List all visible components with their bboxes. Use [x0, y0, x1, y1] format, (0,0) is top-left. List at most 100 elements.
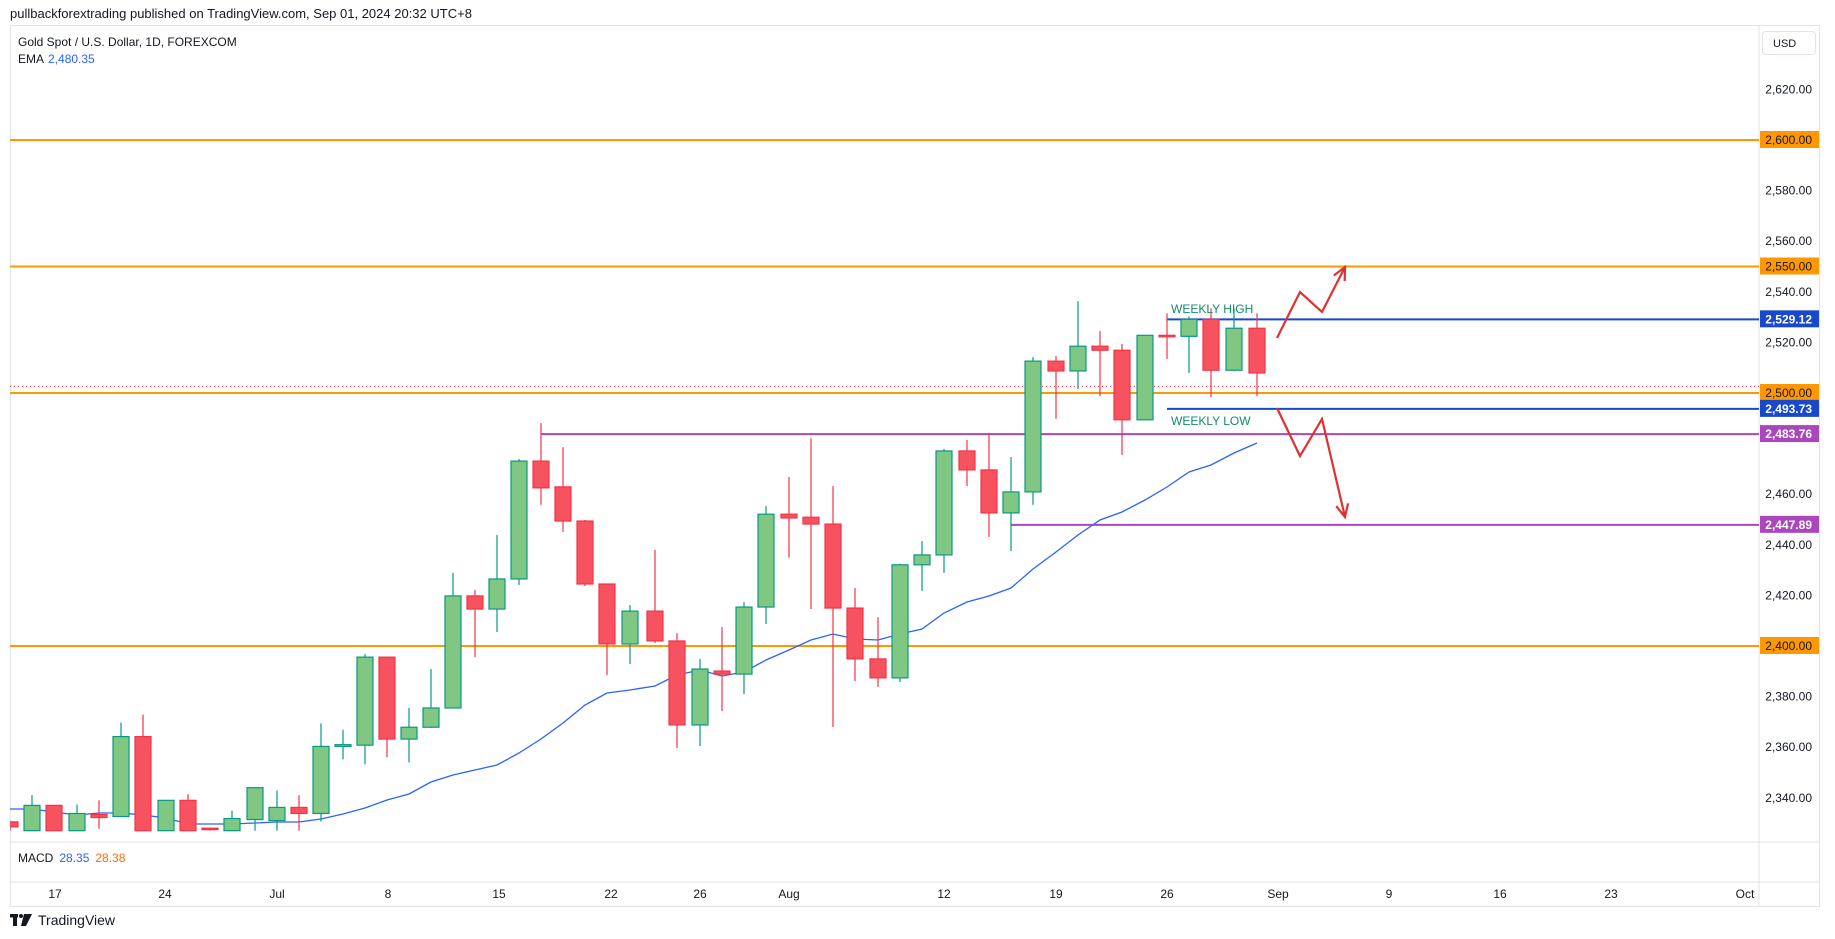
- time-tick-label: 24: [158, 887, 172, 901]
- time-axis[interactable]: 17 24 Jul 8 15 22 26 Aug 12 19 26 Sep 9 16 23 Oct: [48, 887, 1755, 901]
- candle-bearish: [980, 432, 998, 537]
- candle-bearish: [201, 827, 219, 831]
- time-tick-label: 17: [48, 887, 62, 901]
- tradingview-brand[interactable]: TradingView: [38, 912, 116, 928]
- macd-signal-value: 28.38: [95, 851, 126, 865]
- svg-text:2,400.00: 2,400.00: [1765, 639, 1812, 653]
- svg-text:2,600.00: 2,600.00: [1765, 133, 1812, 147]
- candle-bullish: [400, 707, 418, 763]
- time-tick-label: 23: [1604, 887, 1618, 901]
- price-tick-label: 2,360.00: [1765, 740, 1812, 754]
- candle-bullish: [223, 810, 241, 832]
- price-tick-label: 2,620.00: [1765, 82, 1812, 96]
- time-tick-label: Jul: [269, 887, 284, 901]
- candle-bearish: [802, 438, 820, 610]
- candle-bearish: [668, 633, 686, 748]
- candle-bearish: [378, 656, 396, 758]
- candle-bearish: [134, 714, 152, 832]
- horizontal-levels[interactable]: [10, 139, 1759, 647]
- svg-text:2,483.76: 2,483.76: [1765, 427, 1812, 441]
- candle-bearish: [554, 447, 572, 532]
- time-tick-label: 19: [1049, 887, 1063, 901]
- price-tag: 2,483.76: [1760, 425, 1819, 443]
- svg-text:2,493.73: 2,493.73: [1765, 402, 1812, 416]
- time-tick-label: 9: [1386, 887, 1393, 901]
- candle-bearish: [466, 590, 484, 658]
- price-tick-label: 2,520.00: [1765, 335, 1812, 349]
- candle-bullish: [1180, 316, 1198, 374]
- candle-bullish: [1002, 457, 1020, 552]
- ema-polyline: [10, 442, 1258, 825]
- candle-bearish: [846, 588, 864, 682]
- price-tick-label: 2,440.00: [1765, 538, 1812, 552]
- candle-bearish: [1248, 313, 1266, 397]
- candle-bearish: [869, 617, 887, 687]
- time-tick-label: 26: [693, 887, 707, 901]
- candle-bearish: [1158, 313, 1176, 360]
- candle-bearish: [713, 627, 731, 712]
- price-tick-label: 2,340.00: [1765, 791, 1812, 805]
- candle-bearish: [576, 520, 594, 587]
- annotations: WEEKLY HIGH WEEKLY LOW: [1171, 302, 1253, 428]
- macd-value: 28.35: [59, 851, 90, 865]
- candle-bearish: [598, 583, 616, 676]
- ema-legend[interactable]: EMA 2,480.35: [18, 51, 237, 68]
- time-tick-label: Sep: [1267, 887, 1289, 901]
- svg-text:2,550.00: 2,550.00: [1765, 260, 1812, 274]
- bullish-arrow-icon[interactable]: [1276, 264, 1347, 339]
- time-tick-label: 26: [1160, 887, 1174, 901]
- candle-bullish: [621, 605, 639, 664]
- currency-button[interactable]: USD: [1762, 31, 1816, 55]
- footer: TradingView: [10, 912, 115, 928]
- candle-bearish: [1113, 343, 1131, 455]
- svg-text:2,500.00: 2,500.00: [1765, 386, 1812, 400]
- candle-bearish: [45, 804, 63, 832]
- candle-bearish: [90, 800, 108, 829]
- candle-bullish: [268, 790, 286, 831]
- candle-bearish: [958, 440, 976, 487]
- candle-bullish: [891, 563, 909, 682]
- chart-legend: Gold Spot / U.S. Dollar, 1D, FOREXCOM EM…: [18, 34, 237, 68]
- time-tick-label: Oct: [1736, 887, 1755, 901]
- candle-bearish: [646, 549, 664, 643]
- bearish-arrow-icon[interactable]: [1276, 407, 1350, 520]
- weekly-high-label: WEEKLY HIGH: [1171, 302, 1253, 316]
- candle-bullish: [488, 534, 506, 633]
- tradingview-logo-icon: [10, 914, 32, 926]
- time-tick-label: 8: [385, 887, 392, 901]
- published-byline: pullbackforextrading published on Tradin…: [10, 6, 472, 21]
- candle-bearish: [1091, 331, 1109, 397]
- price-tick-label: 2,540.00: [1765, 285, 1812, 299]
- candle-bullish: [157, 799, 175, 832]
- candle-bullish: [422, 669, 440, 728]
- candle-bullish: [68, 804, 86, 832]
- time-tick-label: 22: [604, 887, 618, 901]
- time-tick-label: 12: [937, 887, 951, 901]
- candle-bullish: [1024, 357, 1042, 505]
- price-tag: 2,550.00: [1760, 257, 1819, 275]
- price-tag: 2,500.00: [1760, 384, 1819, 401]
- candle-bullish: [913, 541, 931, 592]
- symbol-title[interactable]: Gold Spot / U.S. Dollar, 1D, FOREXCOM: [18, 35, 237, 49]
- candle-bearish: [532, 423, 550, 505]
- scenario-arrows[interactable]: [1276, 264, 1350, 520]
- weekly-low-label: WEEKLY LOW: [1171, 414, 1251, 428]
- macd-legend[interactable]: MACD 28.35 28.38: [18, 851, 125, 865]
- svg-text:2,529.12: 2,529.12: [1765, 312, 1812, 326]
- svg-text:2,447.89: 2,447.89: [1765, 518, 1812, 532]
- candle-bullish: [735, 601, 753, 695]
- price-tag: 2,447.89: [1760, 515, 1819, 533]
- candle-bullish: [1225, 308, 1243, 372]
- ema-label: EMA: [18, 52, 45, 66]
- candle-bullish: [312, 723, 330, 822]
- price-tick-label: 2,380.00: [1765, 690, 1812, 704]
- price-axis[interactable]: 2,620.00 2,580.00 2,560.00 2,540.00 2,520.00…: [1765, 82, 1812, 804]
- chart-frame: [10, 25, 1820, 907]
- candle-bullish: [1069, 301, 1087, 389]
- candle-bullish: [935, 448, 953, 573]
- candle-bearish: [290, 795, 308, 831]
- candle-bullish: [444, 572, 462, 709]
- time-tick-label: 16: [1493, 887, 1507, 901]
- candle-bearish: [780, 476, 798, 558]
